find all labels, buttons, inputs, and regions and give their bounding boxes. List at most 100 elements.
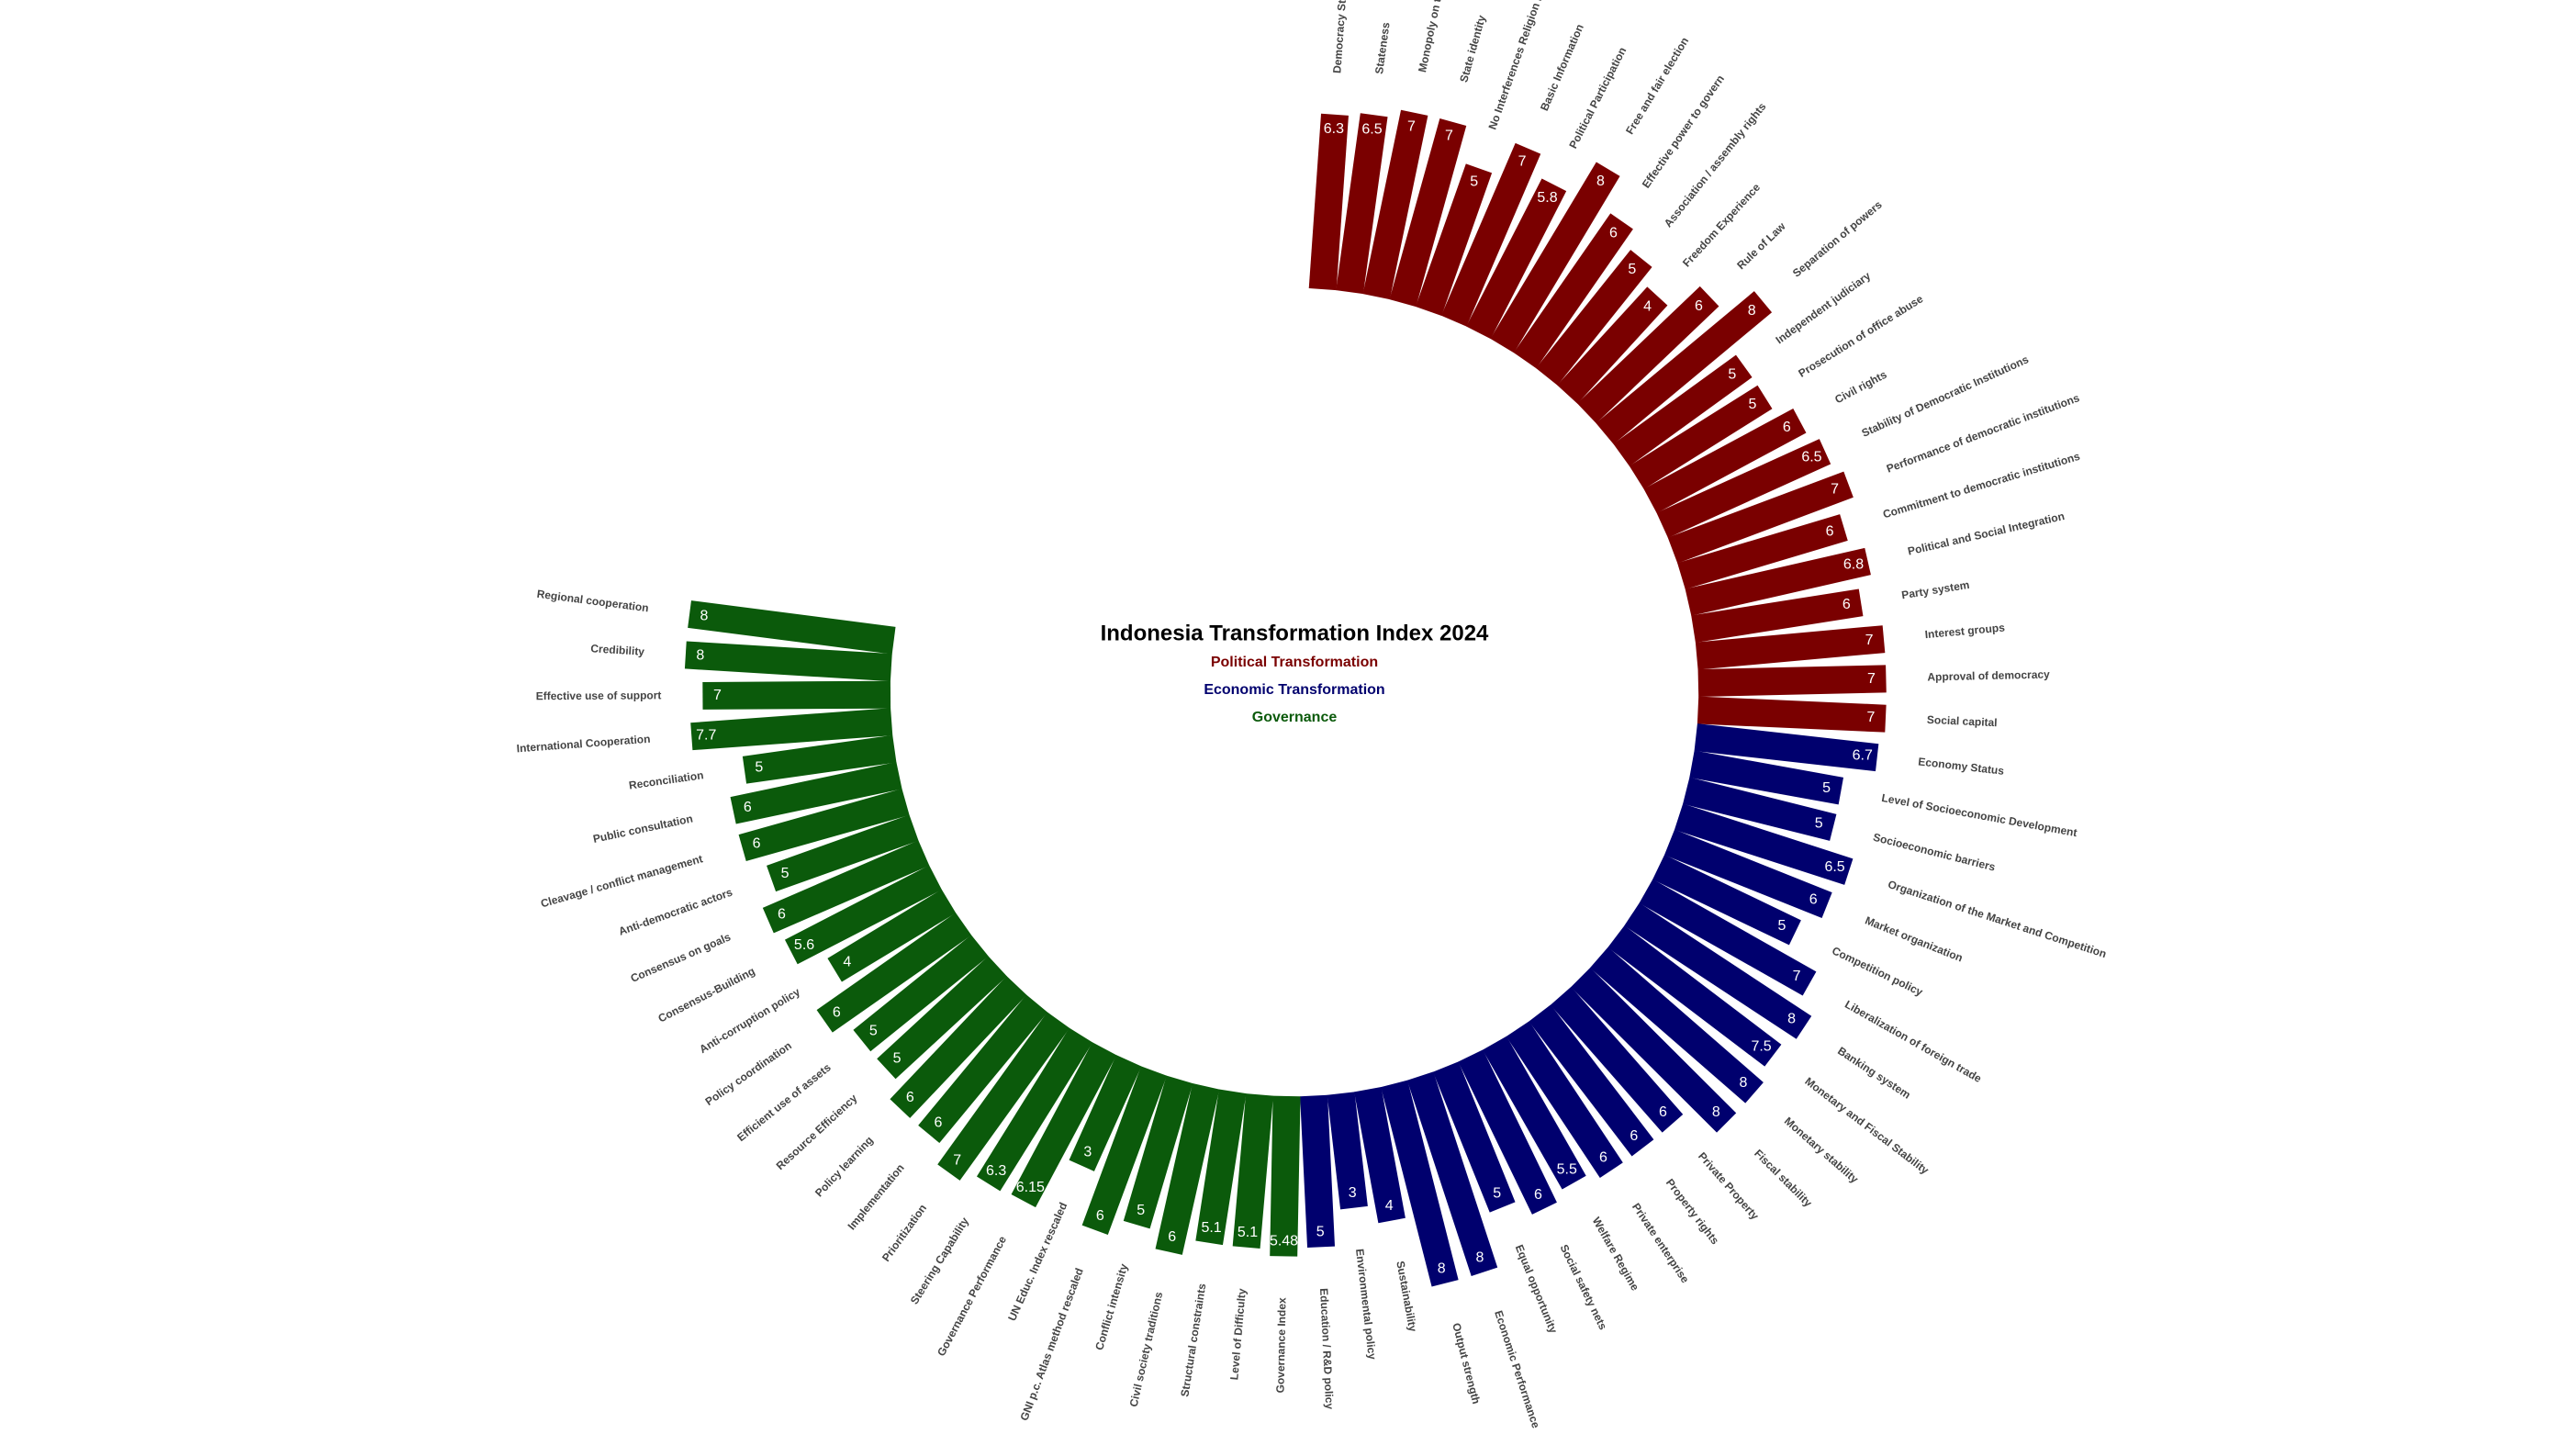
bar [816, 913, 972, 1033]
bar [877, 956, 1007, 1080]
value-label: 6.3 [986, 1163, 1006, 1179]
value-label: 4 [843, 955, 851, 970]
value-label: 5 [893, 1051, 902, 1067]
value-label: 6.8 [1843, 556, 1864, 572]
bar [1308, 113, 1349, 291]
bar [1629, 385, 1773, 489]
bar [1381, 1080, 1459, 1287]
value-label: 6 [1168, 1229, 1176, 1245]
bar [1685, 547, 1871, 616]
bar [1697, 665, 1887, 698]
bar [1354, 1086, 1406, 1224]
bar [1694, 723, 1879, 772]
value-label: 8 [696, 648, 704, 664]
bar [730, 762, 902, 824]
legend-entry: Economic Transformation [1204, 682, 1384, 698]
bar [1506, 1021, 1623, 1179]
bar [1607, 925, 1782, 1067]
legend: Political Transformation Economic Transfo… [1204, 655, 1384, 725]
value-label: 7 [1518, 154, 1527, 170]
value-label: 6 [934, 1115, 942, 1130]
bar [1639, 879, 1817, 996]
value-label: 6.7 [1853, 748, 1873, 764]
bar [1270, 1095, 1301, 1257]
bar [690, 708, 893, 751]
value-label: 8 [1748, 303, 1756, 319]
value-label: 3 [1083, 1144, 1092, 1160]
category-label: Approval of democracy [1927, 667, 2050, 683]
value-label: 8 [1476, 1249, 1484, 1265]
bar [1691, 588, 1864, 643]
bar [1596, 291, 1773, 444]
value-label: 5 [781, 866, 790, 881]
value-label: 6 [1695, 298, 1703, 314]
value-label: 7 [1865, 633, 1874, 648]
value-label: 6 [1609, 225, 1618, 241]
value-label: 7 [713, 688, 722, 703]
bar [1589, 947, 1764, 1104]
bar [762, 840, 930, 934]
value-label: 8 [1438, 1261, 1446, 1277]
value-label: 7 [1867, 710, 1876, 725]
value-label: 7 [1445, 129, 1453, 144]
value-label: 6 [833, 1004, 841, 1020]
bar [1513, 213, 1633, 369]
value-label: 6.5 [1801, 450, 1821, 465]
value-label: 6 [1842, 597, 1851, 612]
bar [1440, 142, 1541, 327]
value-label: 6 [1630, 1128, 1638, 1144]
value-label: 8 [1787, 1012, 1796, 1027]
bar [1689, 750, 1844, 805]
value-label: 7 [1793, 969, 1801, 984]
bar [1490, 162, 1620, 353]
bar [1536, 250, 1652, 386]
value-label: 7 [1831, 482, 1839, 498]
bar [890, 976, 1027, 1118]
bar [1683, 777, 1837, 841]
bar [1577, 286, 1719, 424]
value-label: 5 [1778, 918, 1786, 934]
category-label: Education / R&D policy [1317, 1288, 1336, 1410]
bar [1624, 902, 1812, 1039]
bar [1327, 1092, 1368, 1210]
value-label: 7 [953, 1152, 961, 1168]
bar [827, 889, 957, 982]
value-label: 8 [1596, 174, 1605, 189]
value-label: 6 [753, 835, 761, 851]
bar [1613, 354, 1753, 466]
value-label: 6.5 [1824, 859, 1844, 875]
value-label: 5 [1822, 780, 1831, 796]
bar [853, 935, 989, 1052]
value-label: 4 [1643, 299, 1652, 315]
bar [1081, 1066, 1168, 1236]
value-label: 5 [755, 760, 763, 776]
value-label: 5.1 [1238, 1225, 1258, 1240]
category-label: Effective use of support [536, 689, 662, 702]
bar [1389, 118, 1467, 308]
value-label: 3 [1349, 1185, 1357, 1201]
bar [1069, 1055, 1142, 1171]
value-label: 5 [1749, 397, 1757, 412]
value-label: 7.5 [1751, 1038, 1771, 1054]
value-label: 6 [1659, 1104, 1667, 1120]
value-label: 8 [1740, 1075, 1748, 1091]
value-label: 5 [1628, 262, 1636, 277]
value-label: 6.15 [1016, 1180, 1045, 1195]
bar [1416, 163, 1493, 316]
value-label: 5 [1728, 366, 1736, 382]
legend-entry: Governance [1252, 710, 1338, 725]
value-label: 7.7 [696, 727, 716, 743]
bar [784, 865, 942, 965]
bar [1667, 471, 1854, 564]
bar [688, 600, 896, 655]
bar [1232, 1093, 1273, 1249]
value-label: 7 [1407, 119, 1416, 135]
bar [1466, 178, 1567, 340]
value-label: 6 [906, 1090, 914, 1105]
value-label: 6.5 [1361, 121, 1382, 137]
value-label: 7 [1867, 671, 1876, 687]
bar [1656, 439, 1831, 538]
value-label: 6 [778, 906, 786, 922]
value-label: 6 [744, 800, 752, 815]
